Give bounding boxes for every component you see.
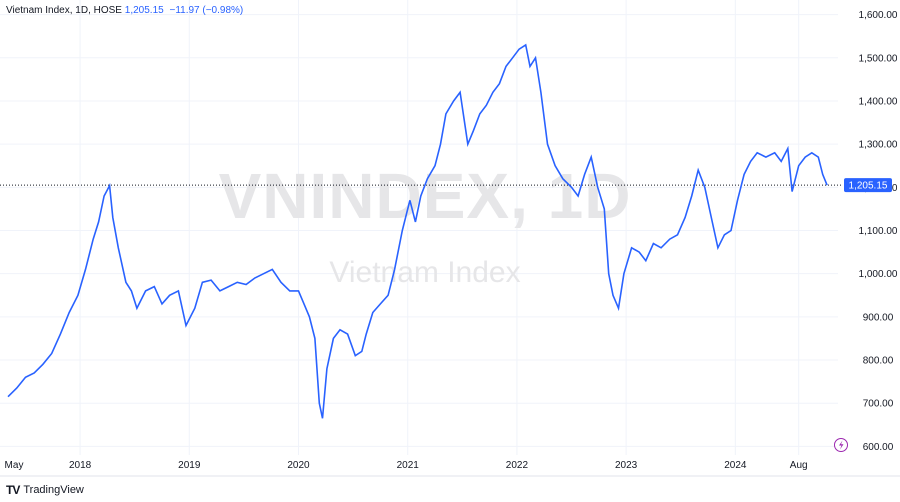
- watermark-name: Vietnam Index: [329, 256, 520, 289]
- legend-last: 1,205.15: [124, 5, 164, 16]
- y-tick-label: 700.00: [863, 399, 894, 410]
- y-tick-label: 1,300.00: [859, 140, 898, 151]
- series-line: [7, 43, 828, 419]
- x-tick-label: 2022: [506, 460, 529, 471]
- last-price-tag: 1,205.15: [844, 178, 892, 193]
- y-tick-label: 1,000.00: [859, 269, 898, 280]
- y-tick-label: 1,600.00: [859, 10, 898, 21]
- y-axis: 600.00 700.00 800.00 900.00 1,000.00 1,100.00…: [859, 10, 898, 453]
- x-tick-label: Aug: [790, 460, 808, 471]
- y-tick-label: 1,400.00: [859, 96, 898, 107]
- grid: [0, 0, 838, 455]
- x-tick-label: 2018: [69, 460, 92, 471]
- x-tick-label: 2020: [287, 460, 310, 471]
- legend: Vietnam Index, 1D, HOSE 1,205.15 −11.97 …: [6, 5, 243, 16]
- x-tick-label: 2019: [178, 460, 201, 471]
- last-price-tag-bg: [844, 178, 892, 193]
- legend-change: −11.97 (−0.98%): [169, 5, 244, 16]
- watermark: VNINDEX, 1D Vietnam Index: [219, 160, 632, 289]
- last-price-tag-text: 1,205.15: [849, 181, 888, 192]
- watermark-ticker: VNINDEX, 1D: [219, 160, 632, 232]
- brand-logo-icon: TV: [6, 483, 20, 497]
- y-tick-label: 600.00: [863, 442, 894, 453]
- x-tick-label: 2021: [397, 460, 420, 471]
- y-tick-label: 800.00: [863, 356, 894, 367]
- x-tick-label: May: [5, 460, 24, 471]
- brand-name: TradingView: [23, 484, 84, 496]
- x-tick-label: 2023: [615, 460, 638, 471]
- y-tick-label: 900.00: [863, 312, 894, 323]
- x-axis: May 2018 2019 2020 2021 2022 2023 2024 Aug: [0, 460, 900, 477]
- y-tick-label: 1,100.00: [859, 226, 898, 237]
- legend-symbol: Vietnam Index, 1D, HOSE: [6, 5, 122, 16]
- tradingview-logo[interactable]: TV TradingView: [6, 483, 84, 497]
- bolt-icon[interactable]: [834, 438, 848, 452]
- x-tick-label: 2024: [724, 460, 747, 471]
- y-tick-label: 1,500.00: [859, 53, 898, 64]
